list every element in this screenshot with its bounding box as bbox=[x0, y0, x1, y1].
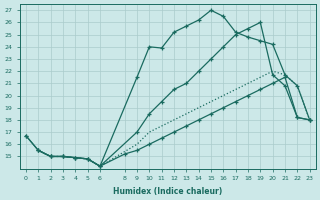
X-axis label: Humidex (Indice chaleur): Humidex (Indice chaleur) bbox=[113, 187, 222, 196]
